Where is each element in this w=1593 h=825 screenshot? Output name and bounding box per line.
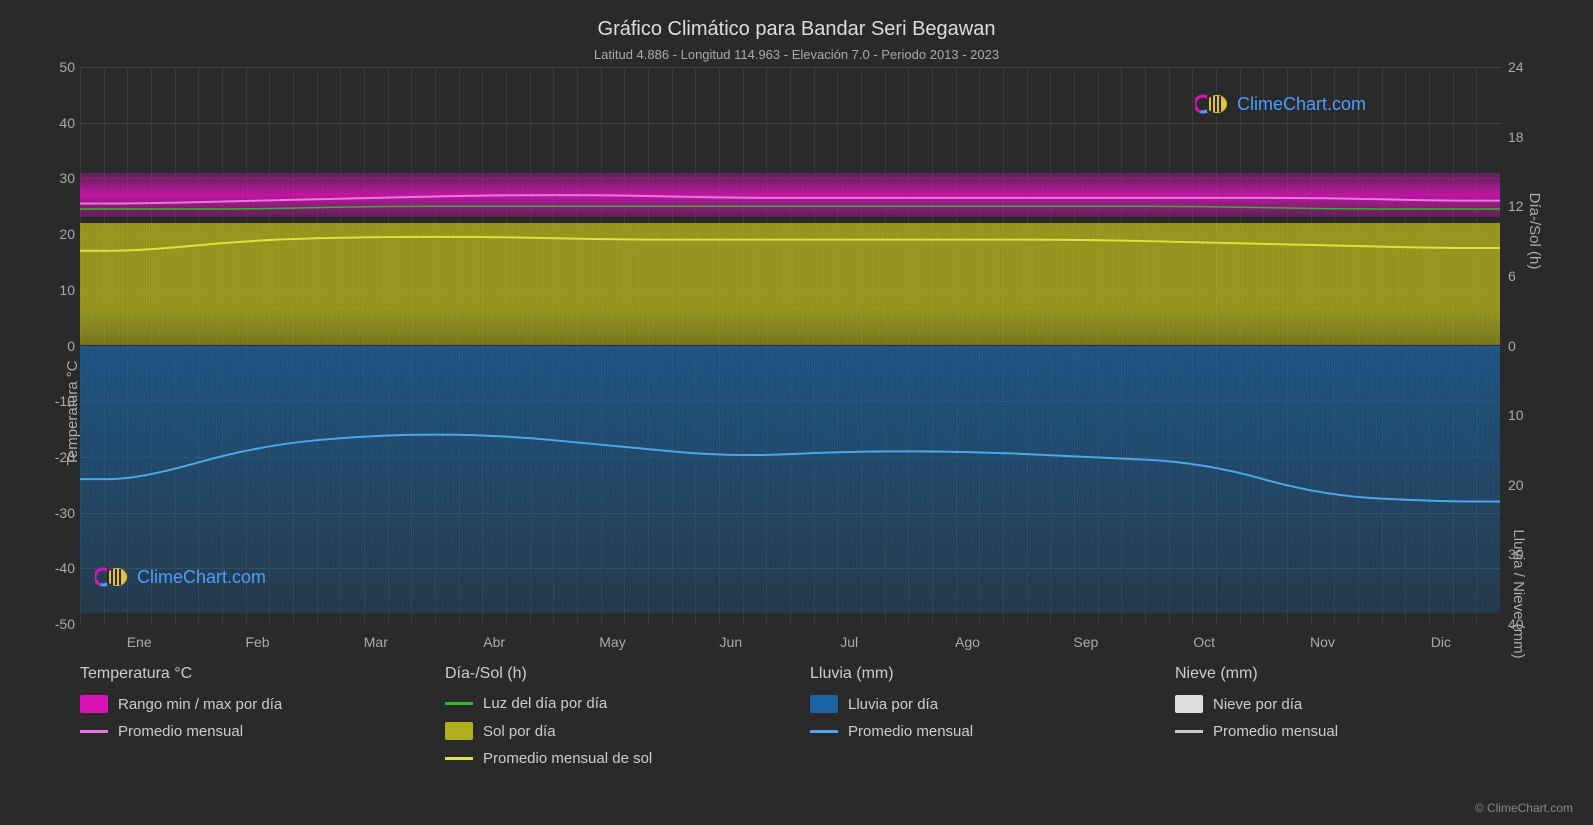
legend-swatch (445, 722, 473, 740)
legend-item: Luz del día por día (445, 695, 770, 712)
y-tick-left: 30 (35, 170, 75, 186)
y-tick-left: -10 (35, 393, 75, 409)
legend-swatch (810, 695, 838, 713)
legend-item: Promedio mensual (1175, 723, 1500, 740)
legend-label: Promedio mensual de sol (483, 750, 652, 767)
legend-swatch (810, 730, 838, 733)
watermark-top: ClimeChart.com (1195, 92, 1366, 116)
y-tick-left: 10 (35, 282, 75, 298)
legend-item: Nieve por día (1175, 695, 1500, 713)
x-tick-month: Oct (1193, 634, 1215, 650)
y-tick-right: 30 (1508, 546, 1548, 562)
legend-swatch (80, 730, 108, 733)
legend-label: Sol por día (483, 723, 556, 740)
plot-area (80, 67, 1500, 624)
legend-group-title: Lluvia (mm) (810, 665, 1135, 683)
y-tick-left: -40 (35, 560, 75, 576)
watermark-bottom: ClimeChart.com (95, 565, 266, 589)
y-tick-left: -20 (35, 449, 75, 465)
legend-label: Luz del día por día (483, 695, 607, 712)
y-tick-right: 18 (1508, 129, 1548, 145)
watermark-text: ClimeChart.com (137, 567, 266, 588)
y-tick-right: 0 (1508, 338, 1548, 354)
climechart-logo-icon (1195, 92, 1231, 116)
legend-item: Sol por día (445, 722, 770, 740)
x-tick-month: Sep (1073, 634, 1098, 650)
x-tick-month: Ago (955, 634, 980, 650)
legend-group-title: Nieve (mm) (1175, 665, 1500, 683)
legend-item: Promedio mensual de sol (445, 750, 770, 767)
legend-item: Promedio mensual (80, 723, 405, 740)
y-tick-left: -30 (35, 505, 75, 521)
legend-item: Rango min / max por día (80, 695, 405, 713)
y-tick-right: 20 (1508, 477, 1548, 493)
x-tick-month: Nov (1310, 634, 1335, 650)
legend-label: Rango min / max por día (118, 696, 282, 713)
x-tick-month: May (599, 634, 625, 650)
legend-group-title: Día-/Sol (h) (445, 665, 770, 683)
legend-item: Promedio mensual (810, 723, 1135, 740)
legend-group: Lluvia (mm) Lluvia por día Promedio mensua… (810, 665, 1135, 777)
y-tick-right: 24 (1508, 59, 1548, 75)
x-tick-month: Feb (245, 634, 269, 650)
y-tick-left: 20 (35, 226, 75, 242)
x-tick-month: Abr (483, 634, 505, 650)
y-tick-right: 10 (1508, 407, 1548, 423)
legend-label: Lluvia por día (848, 696, 938, 713)
legend-group: Temperatura °C Rango min / max por día Pro… (80, 665, 405, 777)
plot-background (80, 67, 1500, 624)
watermark-text: ClimeChart.com (1237, 94, 1366, 115)
legend-label: Promedio mensual (1213, 723, 1338, 740)
legend-label: Promedio mensual (848, 723, 973, 740)
legend-group: Nieve (mm) Nieve por día Promedio mensual (1175, 665, 1500, 777)
y-tick-left: -50 (35, 616, 75, 632)
x-tick-month: Mar (364, 634, 388, 650)
y-tick-right: 12 (1508, 198, 1548, 214)
chart-title: Gráfico Climático para Bandar Seri Begaw… (0, 0, 1593, 41)
legend-swatch (1175, 695, 1203, 713)
legend-swatch (80, 695, 108, 713)
climate-chart: Gráfico Climático para Bandar Seri Begaw… (0, 0, 1593, 825)
climechart-logo-icon (95, 565, 131, 589)
x-tick-month: Dic (1431, 634, 1451, 650)
legend-item: Lluvia por día (810, 695, 1135, 713)
legend: Temperatura °C Rango min / max por día Pro… (80, 665, 1500, 777)
legend-swatch (445, 757, 473, 760)
x-tick-month: Jul (840, 634, 858, 650)
chart-subtitle: Latitud 4.886 - Longitud 114.963 - Eleva… (0, 41, 1593, 62)
y-tick-right: 40 (1508, 616, 1548, 632)
y-tick-left: 0 (35, 338, 75, 354)
copyright-text: © ClimeChart.com (1475, 801, 1573, 815)
legend-group-title: Temperatura °C (80, 665, 405, 683)
legend-label: Nieve por día (1213, 696, 1302, 713)
y-tick-right: 6 (1508, 268, 1548, 284)
legend-group: Día-/Sol (h) Luz del día por día Sol por d… (445, 665, 770, 777)
x-tick-month: Jun (720, 634, 743, 650)
legend-swatch (1175, 730, 1203, 733)
x-tick-month: Ene (127, 634, 152, 650)
legend-label: Promedio mensual (118, 723, 243, 740)
y-tick-left: 50 (35, 59, 75, 75)
y-tick-left: 40 (35, 115, 75, 131)
legend-swatch (445, 702, 473, 705)
